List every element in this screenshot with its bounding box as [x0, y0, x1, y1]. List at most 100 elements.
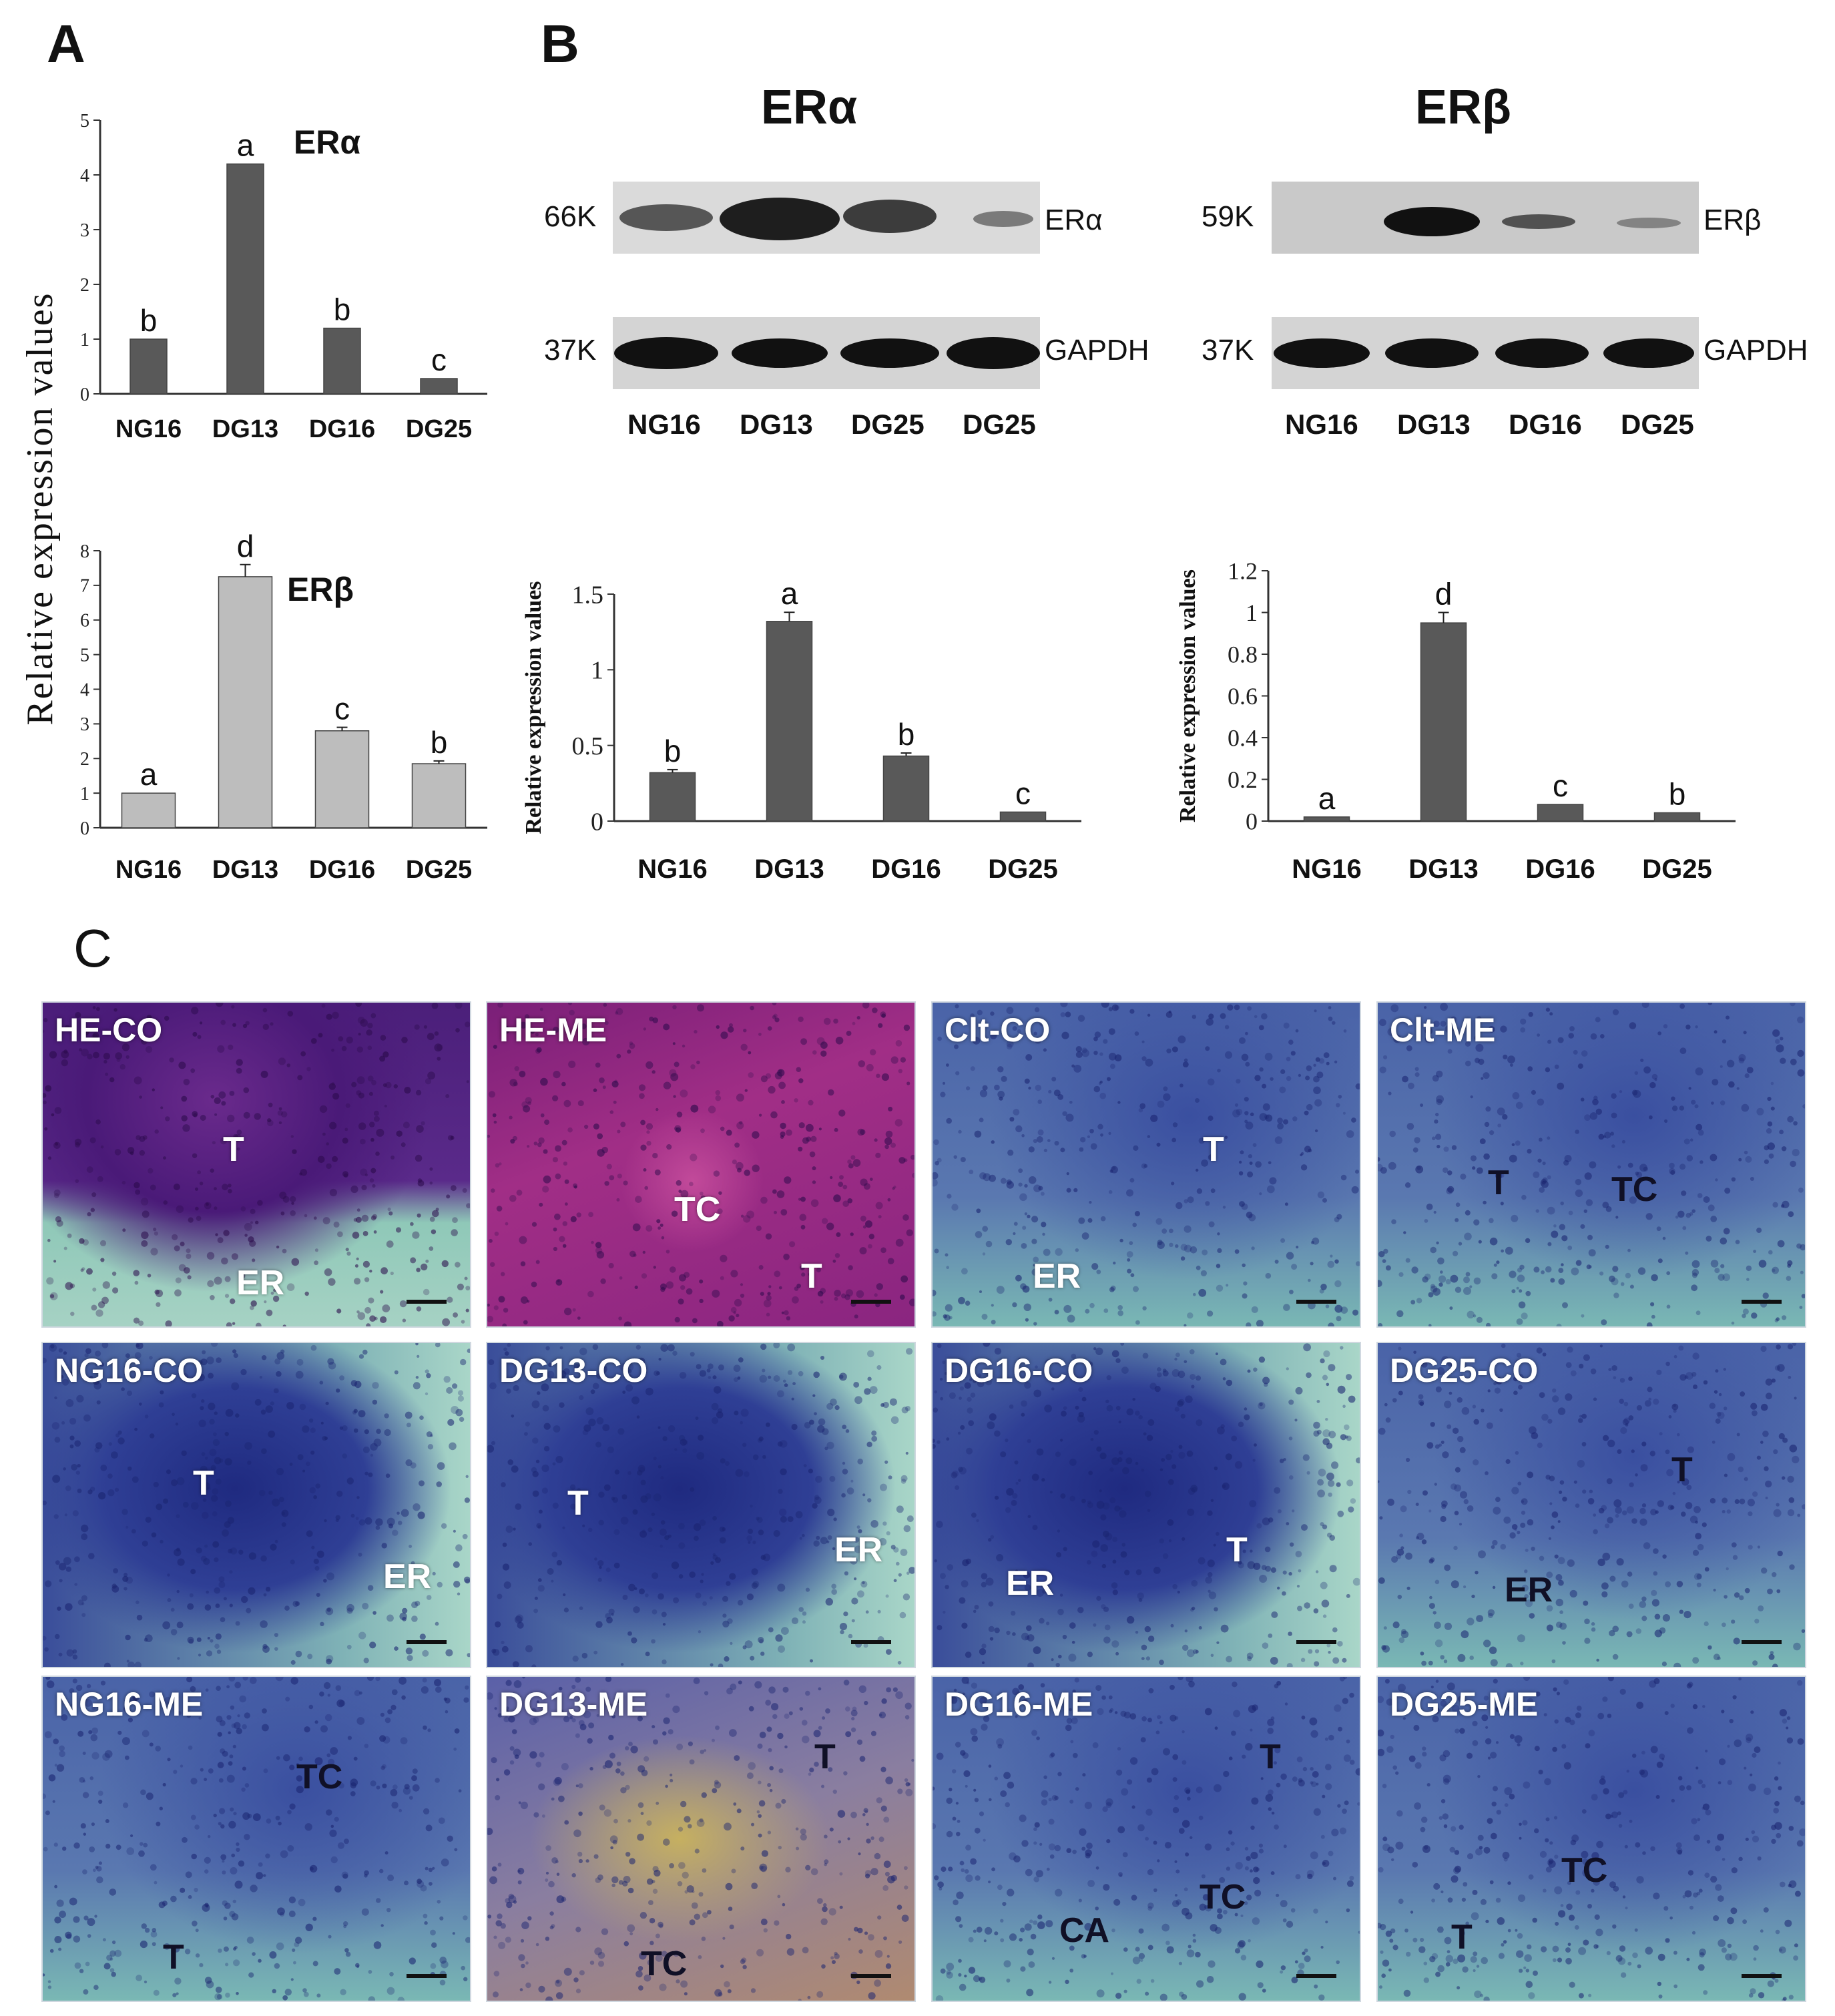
x-tick-label: NG16	[115, 415, 182, 443]
x-tick-label: DG13	[212, 856, 278, 884]
bar-dg13	[218, 576, 273, 828]
y-tick-label: 4	[80, 166, 89, 186]
significance-letter: c	[431, 342, 447, 377]
bar-dg25	[411, 763, 467, 828]
region-label: T	[1226, 1531, 1248, 1569]
scale-bar	[1296, 1300, 1336, 1304]
bar-ng16	[1303, 816, 1350, 822]
y-tick-label: 0.4	[1228, 725, 1258, 752]
region-label: T	[163, 1938, 184, 1977]
cell-texture	[43, 1677, 470, 2001]
micrograph-clt-me: Clt-ME T TC	[1376, 1001, 1806, 1328]
significance-letter: c	[1553, 768, 1568, 803]
significance-letter: b	[431, 725, 448, 760]
x-tick-label: DG16	[1525, 854, 1595, 884]
cell-texture	[1378, 1003, 1805, 1326]
blot-erb-ctrl-kda: 37K	[1202, 334, 1254, 366]
x-tick-label: NG16	[1292, 854, 1362, 884]
panel-letter-c: C	[73, 919, 112, 978]
micrograph-he-co: HE-CO T ER	[41, 1001, 471, 1328]
region-label: T	[1451, 1918, 1473, 1957]
region-label: TC	[1611, 1170, 1658, 1209]
bar-dg13	[226, 163, 264, 395]
bar-ng16	[121, 792, 176, 828]
scale-bar	[851, 1974, 891, 1978]
micrograph-title: DG13-CO	[499, 1352, 648, 1389]
cell-texture	[487, 1677, 914, 2001]
bar-dg16	[314, 730, 370, 828]
micrograph-dg13-me: DG13-ME T TC	[486, 1676, 916, 2002]
y-tick-label: 4	[80, 680, 89, 700]
significance-letter: a	[1318, 781, 1336, 816]
cell-texture	[487, 1003, 914, 1326]
bar-dg13	[1420, 622, 1467, 822]
region-label: TC	[641, 1945, 688, 1983]
x-tick-label: NG16	[115, 856, 182, 884]
panel-letter-b: B	[541, 14, 579, 73]
panel-letter-a: A	[47, 14, 85, 73]
y-tick-label: 2	[80, 275, 89, 296]
significance-letter: c	[1015, 776, 1031, 810]
significance-letter: b	[334, 292, 351, 327]
scale-bar	[407, 1974, 447, 1978]
blot-era-lane-2: DG13	[740, 409, 813, 440]
y-tick-label: 1	[80, 784, 89, 804]
bar-ng16	[649, 772, 696, 822]
y-tick-label: 1	[80, 330, 89, 350]
micrograph-title: NG16-CO	[55, 1352, 204, 1389]
scale-bar	[407, 1300, 447, 1304]
chart-b-era: 0 0.5 1 1.5 b NG16 a DG13 b DG16 c DG25 Relative exp…	[521, 576, 1081, 884]
blot-erb-band-strip	[1272, 182, 1699, 254]
scale-bar	[1742, 1640, 1782, 1644]
region-label: T	[567, 1484, 589, 1523]
bar-dg16	[323, 327, 361, 395]
region-label: ER	[1505, 1571, 1553, 1609]
region-label: T	[1203, 1130, 1224, 1169]
x-tick-label: DG25	[988, 854, 1058, 884]
y-tick-label: 6	[80, 611, 89, 632]
blot-erb-lane-1: NG16	[1285, 409, 1358, 440]
region-label: T	[814, 1738, 836, 1776]
blot-era-lane-3: DG25	[851, 409, 925, 440]
y-tick-label: 0.8	[1228, 642, 1258, 668]
chart-b-erb: 0 0.2 0.4 0.6 0.8 1 1.2 a NG16 d DG13 c DG16 b DG25 Rel…	[1175, 558, 1736, 884]
y-tick-label: 2	[80, 749, 89, 770]
y-tick-label: 1.5	[572, 581, 604, 609]
micrograph-title: DG25-CO	[1390, 1352, 1539, 1389]
significance-letter: b	[140, 303, 158, 338]
significance-letter: a	[140, 757, 158, 792]
micrograph-title: Clt-CO	[945, 1011, 1051, 1049]
chart-a-era: 0 1 2 3 4 5 b NG16 a DG13 b DG16 c DG25 ERα	[80, 111, 487, 443]
y-tick-label: 3	[80, 714, 89, 735]
x-tick-label: DG25	[406, 856, 472, 884]
micrograph-title: Clt-ME	[1390, 1011, 1496, 1049]
bar-dg16	[1537, 804, 1584, 822]
micrograph-dg25-me: DG25-ME TC T	[1376, 1676, 1806, 2002]
x-tick-label: DG16	[871, 854, 941, 884]
micrograph-title: DG13-ME	[499, 1686, 648, 1723]
region-label: ER	[834, 1531, 883, 1569]
micrograph-clt-co: Clt-CO T ER	[931, 1001, 1361, 1328]
micrograph-title: DG25-ME	[1390, 1686, 1539, 1723]
region-label: TC	[1200, 1878, 1246, 1917]
y-tick-label: 8	[80, 541, 89, 562]
scale-bar	[1296, 1974, 1336, 1978]
cell-texture	[933, 1343, 1360, 1667]
region-label: TC	[1561, 1851, 1608, 1890]
y-tick-label: 0	[591, 808, 603, 836]
micrograph-title: HE-CO	[55, 1011, 163, 1049]
significance-letter: b	[664, 734, 682, 768]
y-tick-label: 1	[591, 657, 603, 685]
region-label: T	[223, 1130, 244, 1169]
y-tick-label: 7	[80, 576, 89, 597]
blot-title-erb: ERβ	[1415, 81, 1511, 134]
region-label: T	[801, 1257, 822, 1296]
micrograph-ng16-me: NG16-ME TC T	[41, 1676, 471, 2002]
significance-letter: c	[334, 692, 350, 726]
scale-bar	[407, 1640, 447, 1644]
bar-dg25	[1653, 812, 1701, 822]
x-tick-label: DG13	[754, 854, 824, 884]
bar-dg13	[766, 621, 813, 822]
y-tick-label: 0.2	[1228, 766, 1258, 793]
cell-texture	[487, 1343, 914, 1667]
